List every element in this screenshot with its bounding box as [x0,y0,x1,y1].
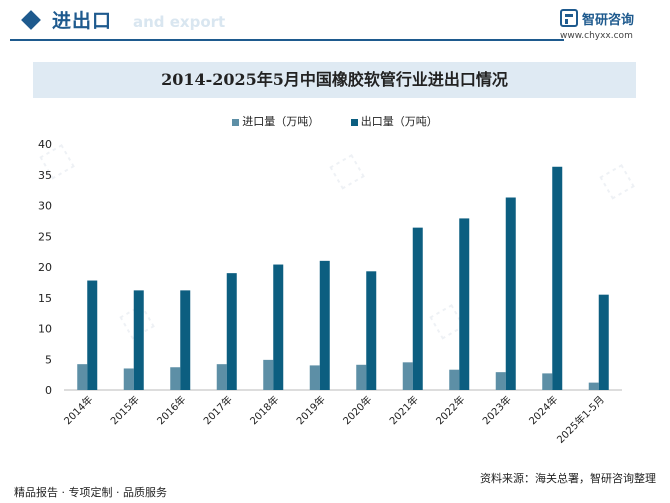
bar-export [226,273,237,390]
x-tick-label: 2022年 [433,393,467,427]
bar-export [552,166,563,390]
legend-swatch-import [232,118,240,126]
footer-tagline: 精品报告 · 专项定制 · 品质服务 [14,486,167,499]
bar-import [449,369,460,390]
bar-export [459,218,470,390]
bar-import [263,359,274,390]
x-tick-label: 2018年 [247,393,281,427]
x-tick-label: 2017年 [201,393,235,427]
brand-block: 智研咨询 www.chyxx.com [560,7,656,43]
y-tick-label: 20 [38,261,52,274]
x-tick-label: 2019年 [294,393,328,427]
x-tick-label: 2015年 [108,393,142,427]
bar-export [366,271,377,390]
bar-import [588,382,599,390]
chart-legend: 进口量（万吨） 出口量（万吨） [0,113,670,129]
header-divider [10,39,564,41]
chart-title-band: 2014-2025年5月中国橡胶软管行业进出口情况 [33,62,636,98]
x-tick-label: 2014年 [61,393,95,427]
bar-export [319,260,330,390]
chart-title: 2014-2025年5月中国橡胶软管行业进出口情况 [161,70,508,89]
bar-export [180,290,191,390]
brand-name: 智研咨询 [582,13,635,28]
bar-import [402,362,413,390]
brand-url: www.chyxx.com [560,31,633,41]
bar-import [170,367,181,390]
bar-export [412,227,423,390]
x-tick-label: 2016年 [154,393,188,427]
bar-import [542,373,553,390]
bar-import [77,364,88,390]
bar-export [133,290,144,390]
legend-swatch-export [350,118,358,126]
bar-export [87,280,98,390]
section-header: 进出口 and export [0,0,670,44]
y-tick-label: 5 [45,353,52,366]
x-tick-label: 2020年 [340,393,374,427]
x-tick-label: 2021年 [387,393,421,427]
bar-import [495,372,506,390]
bar-export [598,294,609,390]
legend-label-export: 出口量（万吨） [360,115,438,128]
bar-import [123,368,134,390]
bar-import [356,364,367,390]
legend-label-import: 进口量（万吨） [242,115,320,128]
y-tick-label: 25 [38,230,52,243]
y-tick-label: 0 [45,384,52,397]
bar-export [505,197,516,390]
legend-item-export: 出口量（万吨） [350,113,438,129]
bar-import [216,364,227,390]
bar-export [273,264,284,390]
bar-import [309,365,320,390]
y-tick-label: 35 [38,169,52,182]
section-subtitle: and export [133,13,226,31]
legend-item-import: 进口量（万吨） [232,113,319,129]
y-tick-label: 30 [38,200,52,213]
y-tick-label: 10 [38,323,52,336]
x-tick-label: 2023年 [480,393,514,427]
x-tick-label: 2025年1-5月 [554,393,607,446]
y-tick-label: 15 [38,292,52,305]
footer-source: 资料来源：海关总署，智研咨询整理 [480,472,656,485]
x-tick-label: 2024年 [526,393,560,427]
section-title: 进出口 [52,10,113,32]
brand-logo-icon [560,9,578,27]
y-tick-label: 40 [38,138,52,151]
